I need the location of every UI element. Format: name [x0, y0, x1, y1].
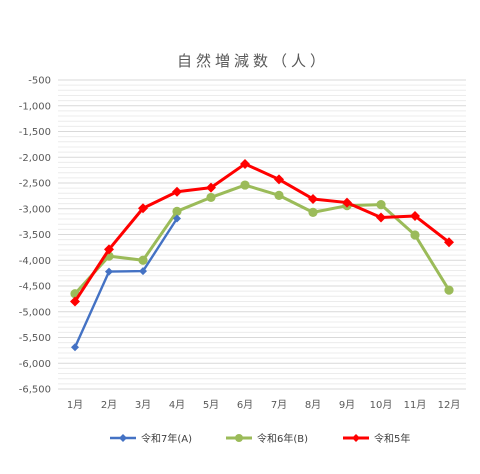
data-point	[172, 206, 182, 216]
y-tick-label: -2,500	[19, 179, 51, 190]
y-tick-label: -6,500	[19, 385, 51, 396]
data-point	[104, 244, 114, 255]
series-3	[70, 158, 454, 307]
x-tick-label: 10月	[370, 399, 393, 411]
data-point	[410, 230, 420, 240]
x-tick-label: 11月	[404, 399, 427, 411]
x-tick-label: 2月	[101, 399, 117, 411]
x-tick-label: 12月	[438, 399, 461, 411]
x-tick-label: 7月	[271, 399, 287, 411]
data-point	[308, 207, 318, 217]
legend-label: 令和5年	[374, 432, 410, 445]
y-tick-label: -4,500	[19, 282, 51, 293]
legend-swatch-marker	[352, 434, 360, 442]
data-point	[444, 237, 454, 248]
y-tick-label: -500	[28, 76, 51, 87]
chart-title: 自然増減数（人）	[177, 52, 329, 70]
data-point	[240, 180, 250, 190]
y-tick-label: -2,000	[19, 153, 51, 164]
x-axis-tick-labels: 1月 2月 3月 4月 5月 6月 7月 8月 9月 10月 11月 12月	[67, 399, 461, 411]
data-point	[172, 186, 182, 197]
data-point	[376, 212, 386, 223]
legend-swatch-marker	[119, 434, 127, 442]
data-point	[444, 285, 454, 295]
series-line	[73, 217, 179, 348]
y-tick-label: -6,000	[19, 359, 51, 370]
data-point	[139, 267, 147, 276]
y-tick-label: -5,500	[19, 333, 51, 344]
legend-item: 令和7年(A)	[110, 432, 192, 445]
data-point	[138, 255, 148, 265]
legend-item: 令和5年	[343, 432, 410, 445]
x-tick-label: 6月	[237, 399, 253, 411]
x-tick-label: 9月	[339, 399, 355, 411]
legend-label: 令和6年(B)	[257, 432, 308, 445]
legend-item: 令和6年(B)	[226, 432, 308, 445]
y-tick-label: -3,500	[19, 230, 51, 241]
y-tick-label: -1,000	[19, 101, 51, 112]
data-point	[274, 174, 284, 185]
legend-label: 令和7年(A)	[141, 432, 192, 445]
x-tick-label: 4月	[169, 399, 185, 411]
data-point	[71, 343, 79, 352]
data-point	[342, 197, 352, 208]
data-point	[206, 192, 216, 203]
gridlines	[58, 79, 466, 390]
legend-swatch-marker	[235, 434, 243, 442]
series-line	[73, 162, 450, 303]
x-tick-label: 8月	[305, 399, 321, 411]
legend: 令和7年(A) 令和6年(B) 令和5年	[110, 432, 410, 445]
x-tick-label: 5月	[203, 399, 219, 411]
series-lines	[70, 158, 454, 352]
y-axis-tick-labels: -500 -1,000 -1,500 -2,000 -2,500 -3,000 -3,500…	[19, 76, 51, 396]
series-1	[71, 214, 181, 352]
x-tick-label: 3月	[135, 399, 151, 411]
y-tick-label: -3,000	[19, 204, 51, 215]
y-tick-label: -4,000	[19, 256, 51, 267]
y-tick-label: -1,500	[19, 127, 51, 138]
data-point	[105, 267, 113, 276]
data-point	[138, 203, 148, 214]
data-point	[410, 210, 420, 221]
data-point	[376, 200, 386, 210]
x-tick-label: 1月	[67, 399, 83, 411]
data-point	[308, 193, 318, 204]
series-line	[73, 183, 451, 295]
data-point	[240, 158, 250, 169]
y-tick-label: -5,000	[19, 307, 51, 318]
data-point	[173, 214, 181, 223]
data-point	[206, 182, 216, 193]
data-point	[70, 296, 80, 307]
data-point	[274, 190, 284, 200]
